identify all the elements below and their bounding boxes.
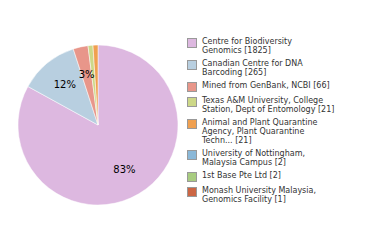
html-text:University of Nottingham,: University of Nottingham, — [202, 148, 305, 158]
html-text:Centre for Biodiversity: Centre for Biodiversity — [202, 36, 292, 46]
svg-text:12%: 12% — [54, 79, 76, 90]
svg-text:3%: 3% — [79, 69, 95, 80]
html-text:Mined from GenBank, NCBI [66]: Mined from GenBank, NCBI [66] — [202, 80, 330, 90]
svg-text:83%: 83% — [113, 164, 135, 175]
html-text:Animal and Plant Quarantine: Animal and Plant Quarantine — [202, 117, 318, 127]
html-text:Monash University Malaysia,: Monash University Malaysia, — [202, 185, 316, 195]
html-text:Canadian Centre for DNA: Canadian Centre for DNA — [202, 58, 303, 68]
html-text:Malaysia Campus [2]: Malaysia Campus [2] — [202, 157, 286, 167]
html-text:Station, Dept of Entomology [2: Station, Dept of Entomology [21] — [202, 104, 335, 114]
html-text:Texas A&M University, College: Texas A&M University, College — [202, 95, 324, 105]
html-text:Genomics [1825]: Genomics [1825] — [202, 45, 271, 55]
html-text:Barcoding [265]: Barcoding [265] — [202, 67, 267, 77]
html-text:1st Base Pte Ltd [2]: 1st Base Pte Ltd [2] — [202, 170, 281, 180]
html-text:Techn... [21]: Techn... [21] — [202, 135, 252, 145]
html-text:Genomics Facility [1]: Genomics Facility [1] — [202, 194, 286, 204]
html-text:Agency, Plant Quarantine: Agency, Plant Quarantine — [202, 126, 305, 136]
